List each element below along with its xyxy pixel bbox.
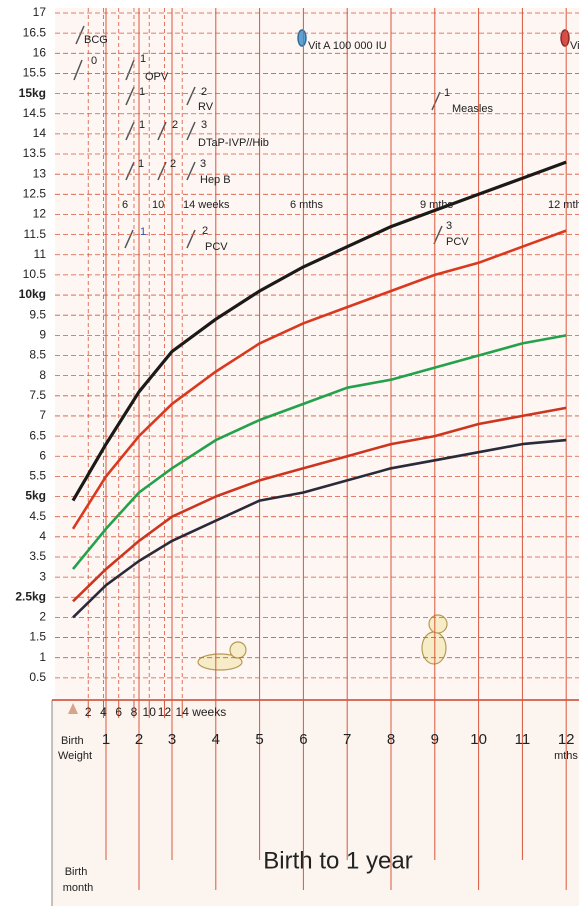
y-tick-label: 1.5 [29,630,46,644]
y-tick-label: 14.5 [23,106,47,120]
annotation: 0 [91,55,97,67]
y-tick-label: 5.5 [29,469,46,483]
annotation: 1 [138,158,144,170]
annotation: 1 [139,119,145,131]
y-tick-label: 1 [39,650,46,664]
x-tick-label: 4 [212,731,220,748]
x-tick-label: 10 [470,731,487,748]
annotation: 2 [172,119,178,131]
y-tick-label: 17 [33,5,47,19]
y-tick-label: 13 [33,166,47,180]
annotation: BCG [84,34,108,46]
x-tick-label: 11 [515,731,531,748]
week-tick-label: 8 [131,705,138,719]
week-tick-label: 14 [176,705,190,719]
y-tick-label: 13.5 [23,146,47,160]
y-tick-label: 4 [39,529,46,543]
growth-chart: Birth to 1 year Weight mths Birth month … [0,0,579,908]
x-tick-label: 9 [431,731,439,748]
y-tick-label: 7.5 [29,388,46,402]
annotation: Vit A 100 000 IU [308,40,387,52]
week-tick-label: 4 [100,705,107,719]
x-tick-label: 5 [255,731,263,748]
x-tick-label: 3 [168,731,176,748]
x-tick-label: 8 [387,731,395,748]
annotation: 1 [140,226,146,238]
annotation: 14 weeks [183,199,230,211]
week-unit-label: weeks [191,705,226,719]
annotation: Hep B [200,174,231,186]
annotation: 2 [201,86,207,98]
annotation: DTaP-IVP//Hib [198,137,269,149]
week-tick-label: 12 [158,705,172,719]
annotation: Measles [452,103,493,115]
annotation: 2 [170,158,176,170]
annotation: 10 [152,199,164,211]
annotation: RV [198,101,214,113]
y-tick-label: 15kg [19,86,46,100]
week-tick-label: 6 [115,705,122,719]
annotation: 3 [201,119,207,131]
annotation: 3 [200,158,206,170]
y-tick-label: 16.5 [23,25,47,39]
annotation: 6 mths [290,199,324,211]
bottom-panel [52,700,579,906]
y-tick-label: 8 [39,368,46,382]
y-tick-label: 2.5kg [15,589,46,603]
x-tick-label: 2 [135,731,143,748]
y-tick-label: 0.5 [29,670,46,684]
x-tick-label: Birth [61,735,84,747]
y-tick-label: 11 [34,247,47,261]
y-tick-label: 11.5 [24,227,47,241]
week-tick-label: 10 [143,705,157,719]
y-tick-label: 7 [39,408,46,422]
chart-title: Birth to 1 year [263,847,412,874]
annotation: 2 [202,225,208,237]
week-tick-label: 2 [85,705,92,719]
y-tick-label: 9 [39,328,46,342]
y-tick-label: 15.5 [23,66,47,80]
x-tick-label: 7 [343,731,351,748]
birth-month-label: Birth [65,866,88,878]
y-tick-label: 6 [39,448,46,462]
annotation: 12 mth [548,199,579,211]
y-tick-label: 2 [39,610,46,624]
annotation: 3 [446,220,452,232]
annotation: 1 [140,53,146,65]
y-tick-label: 3.5 [29,549,46,563]
annotation: 9 mths [420,199,454,211]
birth-month-label: month [63,882,94,894]
y-tick-label: 12.5 [23,186,47,200]
y-tick-label: 16 [33,45,47,59]
y-tick-label: 3 [39,569,46,583]
annotation: 1 [444,87,450,99]
annotation: 1 [139,86,145,98]
y-tick-label: 8.5 [29,348,46,362]
y-tick-label: 9.5 [29,307,46,321]
annotation: Vi [570,40,579,52]
y-tick-label: 10kg [19,287,46,301]
x-tick-label: 1 [102,731,110,748]
x-sublabel: Weight [58,750,92,762]
y-tick-label: 6.5 [29,428,46,442]
annotation: OPV [145,71,169,83]
annotation: PCV [205,241,228,253]
annotation: 6 [122,199,128,211]
x-tick-label: 12 [558,731,575,748]
x-tick-label: 6 [299,731,307,748]
y-tick-label: 12 [33,207,47,221]
y-tick-label: 14 [33,126,47,140]
y-tick-label: 10.5 [23,267,47,281]
annotation: PCV [446,236,469,248]
y-tick-label: 4.5 [29,509,46,523]
y-tick-label: 5kg [25,489,46,503]
